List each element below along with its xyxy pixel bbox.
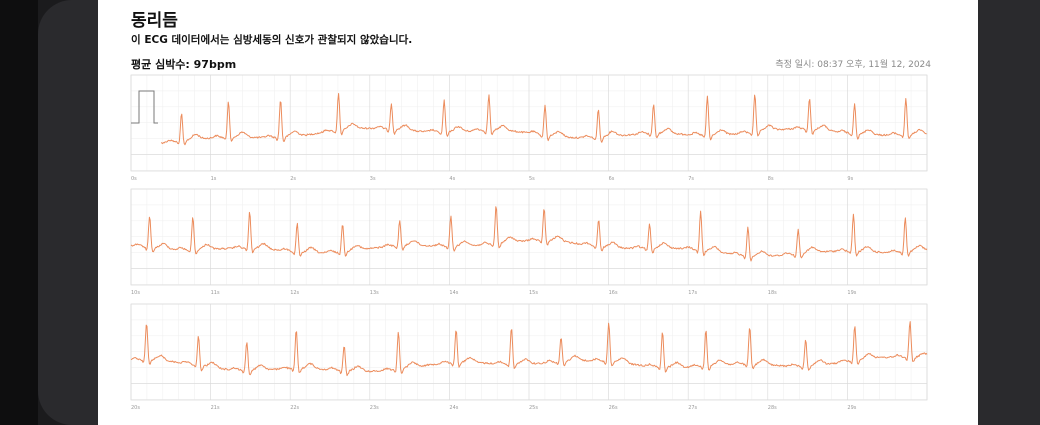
calibration-pulse	[131, 90, 158, 124]
time-tick-label: 17s	[688, 290, 697, 296]
time-tick-label: 9s	[847, 176, 853, 182]
ecg-trace	[130, 321, 928, 377]
time-tick-label: 27s	[688, 405, 697, 411]
ecg-trace	[160, 93, 927, 146]
time-tick-label: 16s	[609, 290, 618, 296]
device-bezel-right	[978, 0, 1040, 425]
device-bezel-curve	[38, 0, 108, 425]
time-tick-label: 24s	[449, 405, 458, 411]
time-tick-label: 2s	[290, 176, 296, 182]
time-tick-label: 26s	[609, 405, 618, 411]
time-tick-label: 7s	[688, 176, 694, 182]
strip-border	[130, 303, 928, 401]
time-tick-label: 10s	[131, 290, 140, 296]
time-tick-label: 28s	[768, 405, 777, 411]
time-tick-label: 11s	[211, 290, 220, 296]
rhythm-title: 동리듬	[131, 11, 178, 30]
time-tick-label: 20s	[131, 405, 140, 411]
time-tick-label: 0s	[131, 176, 137, 182]
time-tick-label: 29s	[847, 405, 856, 411]
time-tick-label: 15s	[529, 290, 538, 296]
strip-border	[130, 188, 928, 286]
time-tick-label: 18s	[768, 290, 777, 296]
ecg-strip-3: 20s 21s 22s 23s 24s 25s 26s 27s 28s 29s	[130, 303, 928, 411]
time-tick-label: 14s	[449, 290, 458, 296]
time-tick-label: 3s	[370, 176, 376, 182]
time-tick-label: 6s	[609, 176, 615, 182]
time-tick-label: 4s	[449, 176, 455, 182]
ecg-trace	[130, 206, 928, 262]
time-tick-label: 23s	[370, 405, 379, 411]
result-description: 이 ECG 데이터에서는 심방세동의 신호가 관찰되지 않았습니다.	[131, 34, 413, 46]
device-bezel-left	[0, 0, 108, 425]
time-tick-label: 21s	[211, 405, 220, 411]
ecg-report-page[interactable]: 동리듬 이 ECG 데이터에서는 심방세동의 신호가 관찰되지 않았습니다. 평…	[98, 0, 978, 425]
time-tick-label: 5s	[529, 176, 535, 182]
time-tick-label: 25s	[529, 405, 538, 411]
average-heart-rate: 평균 심박수: 97bpm	[131, 58, 237, 71]
ecg-strip-2: 10s 11s 12s 13s 14s 15s 16s 17s 18s 19s	[130, 188, 928, 296]
time-tick-label: 19s	[847, 290, 856, 296]
time-tick-label: 8s	[768, 176, 774, 182]
ecg-strips: 0s 1s 2s 3s 4s 5s 6s 7s 8s 9s 10s 11s 12s 13s 14s 15s 16…	[130, 74, 928, 411]
ecg-strip-1: 0s 1s 2s 3s 4s 5s 6s 7s 8s 9s	[130, 74, 928, 182]
time-tick-label: 1s	[211, 176, 217, 182]
time-tick-label: 13s	[370, 290, 379, 296]
measurement-datetime: 측정 일시: 08:37 오후, 11월 12, 2024	[775, 60, 931, 70]
time-tick-label: 12s	[290, 290, 299, 296]
time-tick-label: 22s	[290, 405, 299, 411]
